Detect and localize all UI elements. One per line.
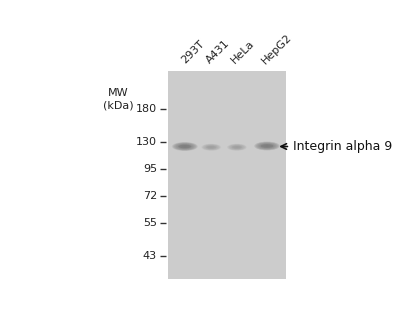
Text: 293T: 293T [179,39,206,66]
Ellipse shape [257,143,277,149]
Text: 180: 180 [136,104,157,114]
Ellipse shape [229,145,245,150]
Ellipse shape [254,142,280,150]
Ellipse shape [201,144,221,151]
Ellipse shape [174,143,195,150]
Text: MW
(kDa): MW (kDa) [103,88,134,111]
Ellipse shape [203,144,220,150]
Ellipse shape [228,144,246,151]
Ellipse shape [259,143,275,149]
Ellipse shape [256,142,278,150]
Ellipse shape [176,143,194,150]
Ellipse shape [228,144,245,150]
Ellipse shape [260,144,274,148]
Ellipse shape [178,145,191,148]
Ellipse shape [174,143,196,150]
Ellipse shape [176,144,193,149]
Ellipse shape [206,146,216,149]
Ellipse shape [228,144,246,150]
Text: Integrin alpha 9: Integrin alpha 9 [293,140,393,153]
Ellipse shape [254,142,280,150]
Text: A431: A431 [204,39,232,66]
Ellipse shape [260,144,274,148]
Ellipse shape [203,145,219,150]
Ellipse shape [258,143,276,149]
Ellipse shape [202,144,221,151]
Ellipse shape [255,142,279,150]
Ellipse shape [232,146,242,149]
Ellipse shape [204,145,219,150]
Ellipse shape [202,144,220,150]
Ellipse shape [176,143,194,149]
Ellipse shape [259,143,275,149]
Ellipse shape [204,145,218,150]
Ellipse shape [173,142,197,151]
Text: 95: 95 [143,164,157,174]
Bar [168,71,286,279]
Ellipse shape [178,144,192,149]
Text: 130: 130 [136,137,157,147]
Ellipse shape [228,144,246,150]
Ellipse shape [230,145,244,150]
Ellipse shape [227,144,247,151]
Text: HeLa: HeLa [229,39,256,66]
Ellipse shape [229,145,244,150]
Ellipse shape [202,144,220,150]
Ellipse shape [258,143,276,149]
Ellipse shape [172,142,197,151]
Text: 72: 72 [143,191,157,201]
Text: 43: 43 [143,251,157,260]
Ellipse shape [178,144,192,149]
Ellipse shape [175,143,195,150]
Ellipse shape [173,143,196,150]
Ellipse shape [256,142,278,150]
Ellipse shape [260,144,274,148]
Ellipse shape [177,144,193,149]
Ellipse shape [172,142,198,151]
Text: HepG2: HepG2 [260,32,294,66]
Text: 55: 55 [143,218,157,228]
Ellipse shape [256,142,278,150]
